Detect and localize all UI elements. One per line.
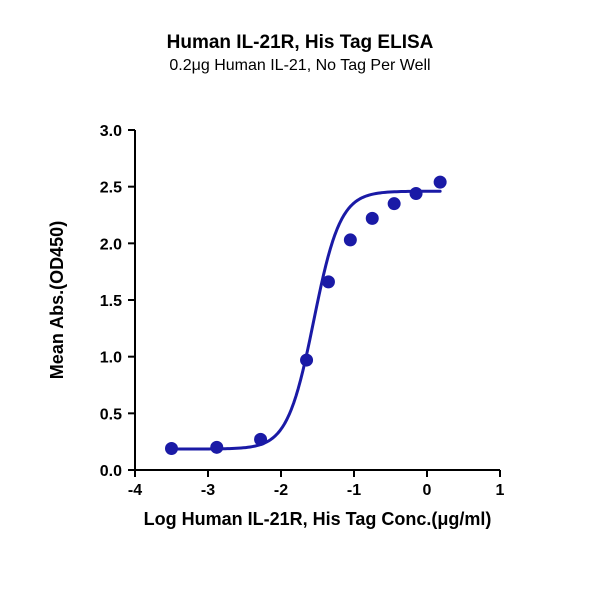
data-point (166, 442, 178, 454)
x-tick-label: -2 (274, 482, 288, 499)
y-tick-label: 2.5 (100, 180, 122, 197)
data-point (301, 354, 313, 366)
data-point (366, 212, 378, 224)
y-tick-label: 3.0 (100, 123, 122, 140)
y-tick-label: 0.0 (100, 463, 122, 480)
data-point (255, 433, 267, 445)
data-point (322, 276, 334, 288)
x-tick-label: 1 (496, 482, 505, 499)
x-tick-label: -1 (347, 482, 361, 499)
plot-svg: -4 -3 -2 -1 0 1 0.0 0.5 1.0 1.5 2.0 2.5 3.0 Log Human… (0, 0, 600, 592)
data-point (434, 176, 446, 188)
data-point (388, 198, 400, 210)
x-tick-label: -4 (128, 482, 142, 499)
y-tick-label: 1.0 (100, 350, 122, 367)
fit-curve (168, 191, 440, 449)
y-tick-label: 1.5 (100, 293, 122, 310)
y-axis-label: Mean Abs.(OD450) (47, 221, 67, 379)
x-tick-label: -3 (201, 482, 215, 499)
data-point (344, 234, 356, 246)
data-point (410, 187, 422, 199)
data-point (211, 441, 223, 453)
x-axis-label: Log Human IL-21R, His Tag Conc.(μg/ml) (144, 509, 492, 529)
y-tick-label: 0.5 (100, 406, 122, 423)
y-tick-label: 2.0 (100, 236, 122, 253)
x-tick-label: 0 (423, 482, 432, 499)
chart-container: { "chart": { "type": "scatter+line", "ti… (0, 0, 600, 592)
